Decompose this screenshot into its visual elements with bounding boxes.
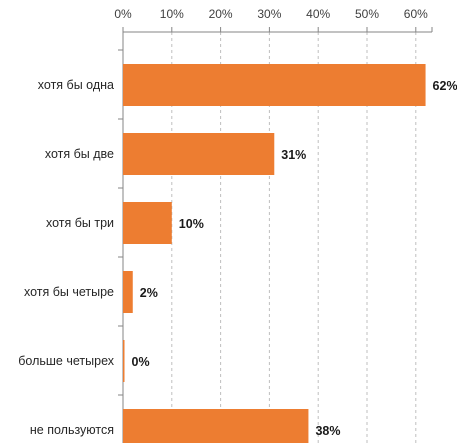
x-tick-label: 0%	[114, 7, 132, 21]
x-tick-label: 20%	[209, 7, 233, 21]
bar	[123, 340, 125, 382]
category-label: хотя бы одна	[38, 78, 114, 92]
bars	[123, 64, 426, 443]
data-label: 31%	[281, 148, 306, 162]
bar	[123, 133, 275, 175]
x-tick-label: 40%	[306, 7, 330, 21]
category-label: хотя бы две	[45, 147, 114, 161]
x-tick-label: 30%	[257, 7, 281, 21]
data-labels: 62% 31% 10% 2% 0% 38%	[132, 79, 457, 438]
bar	[123, 271, 133, 313]
category-label: хотя бы четыре	[24, 285, 114, 299]
data-label: 38%	[315, 424, 340, 438]
data-label: 0%	[132, 355, 150, 369]
x-tick-label: 60%	[404, 7, 428, 21]
category-labels: хотя бы одна хотя бы две хотя бы три хотя б…	[18, 78, 114, 437]
x-tick-label: 10%	[160, 7, 184, 21]
data-label: 10%	[179, 217, 204, 231]
category-label: хотя бы три	[46, 216, 114, 230]
x-axis: 0% 10% 20% 30% 40% 50% 60%	[114, 7, 433, 443]
bar	[123, 202, 172, 244]
bar	[123, 409, 309, 443]
data-label: 62%	[433, 79, 457, 93]
bar	[123, 64, 426, 106]
category-label: больше четырех	[18, 354, 114, 368]
data-label: 2%	[140, 286, 158, 300]
x-tick-label: 50%	[355, 7, 379, 21]
category-label: не пользуются	[30, 423, 114, 437]
